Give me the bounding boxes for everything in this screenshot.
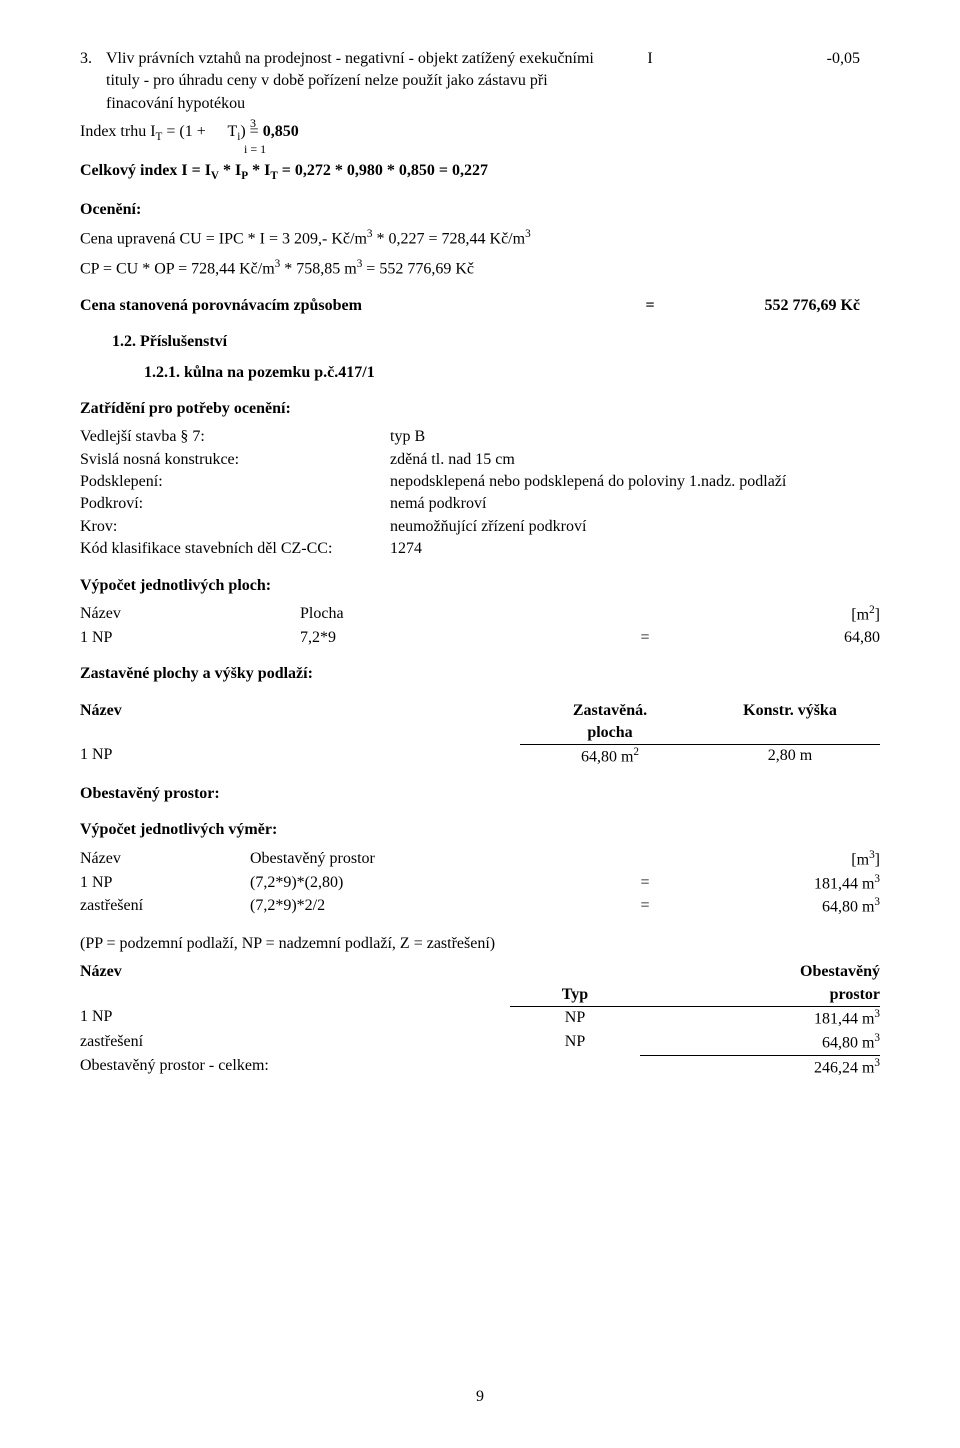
zast-heading: Zastavěné plochy a výšky podlaží: [80,663,880,685]
obest-heading: Obestavěný prostor: [80,783,880,805]
zast-row-1-c2: 64,80 m2 [520,744,700,769]
celkovy-index: Celkový index I = IV * IP * IT = 0,272 *… [80,160,880,185]
zast-h-col3: Konstr. výška [700,700,880,745]
zatrideni-rows: Vedlejší stavba § 7:typ BSvislá nosná ko… [80,426,880,560]
formula-sum-top: 3 [250,115,256,132]
plocha-header: Název Plocha [m2] [80,603,880,627]
typ-total-val: 246,24 m3 [640,1055,880,1080]
typ-row: zastřešení NP 64,80 m3 [80,1031,880,1055]
vymer-header: Název Obestavěný prostor [m3] [80,848,880,872]
zatrideni-row: Krov:neumožňující zřízení podkroví [80,516,880,538]
oceneni-heading: Ocenění: [80,199,880,221]
typ-header: Název Typ Obestavěný prostor [80,961,880,1006]
vypocet-ploch-heading: Výpočet jednotlivých ploch: [80,575,880,597]
item-text: Vliv právních vztahů na prodejnost - neg… [106,48,610,115]
plocha-row: 1 NP 7,2*9 = 64,80 [80,627,880,649]
cena-eq: = [610,295,690,317]
item-3-text: 3. Vliv právních vztahů na prodejnost - … [80,48,610,115]
zatrideni-heading: Zatřídění pro potřeby ocenění: [80,398,880,420]
zatrideni-row: Podkroví:nemá podkroví [80,493,880,515]
typ-total: Obestavěný prostor - celkem: 246,24 m3 [80,1055,880,1080]
zatrideni-row: Svislá nosná konstrukce:zděná tl. nad 15… [80,449,880,471]
zatrideni-row: Kód klasifikace stavebních děl CZ-CC: 12… [80,538,880,560]
oceneni-line2: CP = CU * OP = 728,44 Kč/m3 * 758,85 m3 … [80,257,880,281]
item-col-val: -0,05 [690,48,860,115]
zatrideni-row: Vedlejší stavba § 7:typ B [80,426,880,448]
item-3-block: 3. Vliv právních vztahů na prodejnost - … [80,48,880,115]
formula-sum-bottom: i = 1 [244,141,266,158]
heading-1-2: 1.2. Příslušenství [80,331,880,353]
typ-rows: 1 NP NP 181,44 m3zastřešení NP 64,80 m3 [80,1006,880,1054]
item-col-i: I [610,48,690,115]
vymer-header-unit: [m3] [680,848,880,872]
index-formula: 3 Index trhu IT = (1 + Ti) = 0,850 i = 1 [80,121,880,146]
typ-h-col3: Obestavěný prostor [640,961,880,1006]
cena-val: 552 776,69 Kč [690,295,860,317]
typ-row: 1 NP NP 181,44 m3 [80,1006,880,1031]
zatrideni-row: Podsklepení:nepodsklepená nebo podsklepe… [80,471,880,493]
zast-header: Název Zastavěná. plocha Konstr. výška [80,700,880,745]
page-number: 9 [0,1386,960,1408]
zast-row-1: 1 NP 64,80 m2 2,80 m [80,744,880,769]
formula-text: Index trhu IT = (1 + Ti) = 0,850 [80,123,299,140]
vymer-row: zastřešení (7,2*9)*2/2 = 64,80 m3 [80,895,880,919]
pp-note: (PP = podzemní podlaží, NP = nadzemní po… [80,933,880,955]
cena-stanovena-row: Cena stanovená porovnávacím způsobem = 5… [80,295,880,317]
vymer-heading: Výpočet jednotlivých výměr: [80,819,880,841]
plocha-header-unit: [m2] [680,603,880,627]
vymer-rows: 1 NP (7,2*9)*(2,80) = 181,44 m3zastřešen… [80,872,880,919]
plocha-rows: 1 NP 7,2*9 = 64,80 [80,627,880,649]
heading-1-2-1: 1.2.1. kůlna na pozemku p.č.417/1 [80,362,880,384]
cena-label: Cena stanovená porovnávacím způsobem [80,295,610,317]
zast-h-col2: Zastavěná. plocha [520,700,700,745]
zast-h-nazev: Název [80,700,520,745]
vymer-row: 1 NP (7,2*9)*(2,80) = 181,44 m3 [80,872,880,896]
oceneni-line1: Cena upravená CU = IPC * I = 3 209,- Kč/… [80,227,880,251]
item-number: 3. [80,48,106,115]
